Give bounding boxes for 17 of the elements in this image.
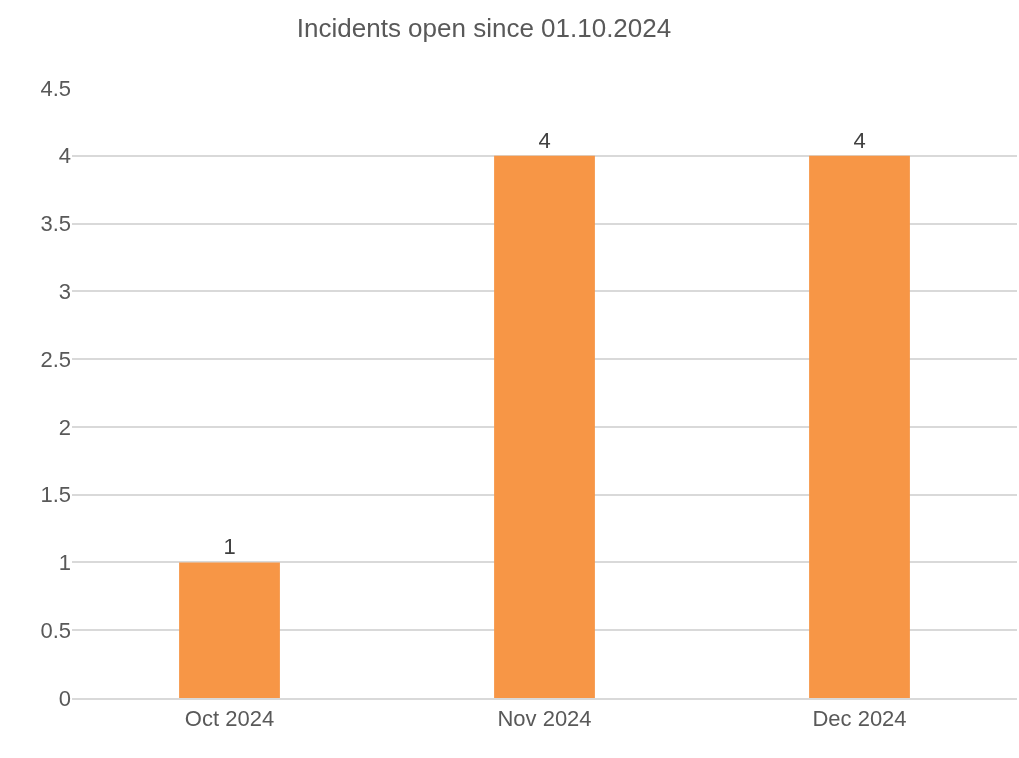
data-label: 1 xyxy=(223,534,236,560)
y-tick-label: 3.5 xyxy=(40,211,71,237)
data-label: 4 xyxy=(853,127,866,153)
y-tick-label: 0 xyxy=(58,685,71,711)
y-tick-label: 1.5 xyxy=(40,482,71,508)
x-tick-label: Dec 2024 xyxy=(812,706,907,732)
x-tick-label: Oct 2024 xyxy=(184,706,275,732)
y-tick-label: 4 xyxy=(58,143,71,169)
y-tick-label: 2.5 xyxy=(40,346,71,372)
x-tick-label: Nov 2024 xyxy=(497,706,592,732)
y-tick-label: 0.5 xyxy=(40,617,71,643)
data-label: 4 xyxy=(538,127,551,153)
chart-title: Incidents open since 01.10.2024 xyxy=(296,13,672,44)
y-tick-label: 2 xyxy=(58,414,71,440)
y-tick-label: 3 xyxy=(58,279,71,305)
y-tick-label: 1 xyxy=(58,550,71,576)
y-tick-label: 4.5 xyxy=(40,75,71,101)
